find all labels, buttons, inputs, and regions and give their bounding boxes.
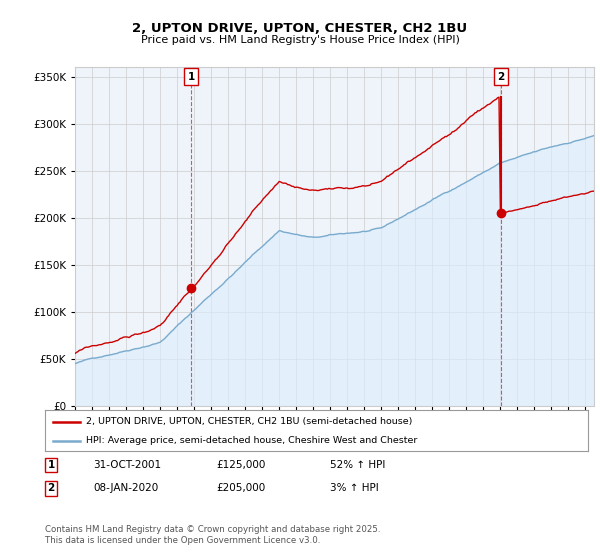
Text: 2, UPTON DRIVE, UPTON, CHESTER, CH2 1BU (semi-detached house): 2, UPTON DRIVE, UPTON, CHESTER, CH2 1BU … (86, 417, 412, 426)
Text: 31-OCT-2001: 31-OCT-2001 (93, 460, 161, 470)
Text: 08-JAN-2020: 08-JAN-2020 (93, 483, 158, 493)
Text: 1: 1 (47, 460, 55, 470)
Text: HPI: Average price, semi-detached house, Cheshire West and Chester: HPI: Average price, semi-detached house,… (86, 436, 417, 445)
Text: Price paid vs. HM Land Registry's House Price Index (HPI): Price paid vs. HM Land Registry's House … (140, 35, 460, 45)
Text: 3% ↑ HPI: 3% ↑ HPI (330, 483, 379, 493)
Text: 1: 1 (188, 72, 195, 82)
Text: 2: 2 (47, 483, 55, 493)
Text: £205,000: £205,000 (216, 483, 265, 493)
Text: 52% ↑ HPI: 52% ↑ HPI (330, 460, 385, 470)
Text: £125,000: £125,000 (216, 460, 265, 470)
Text: 2: 2 (497, 72, 505, 82)
Text: 2, UPTON DRIVE, UPTON, CHESTER, CH2 1BU: 2, UPTON DRIVE, UPTON, CHESTER, CH2 1BU (133, 21, 467, 35)
Text: Contains HM Land Registry data © Crown copyright and database right 2025.
This d: Contains HM Land Registry data © Crown c… (45, 525, 380, 545)
